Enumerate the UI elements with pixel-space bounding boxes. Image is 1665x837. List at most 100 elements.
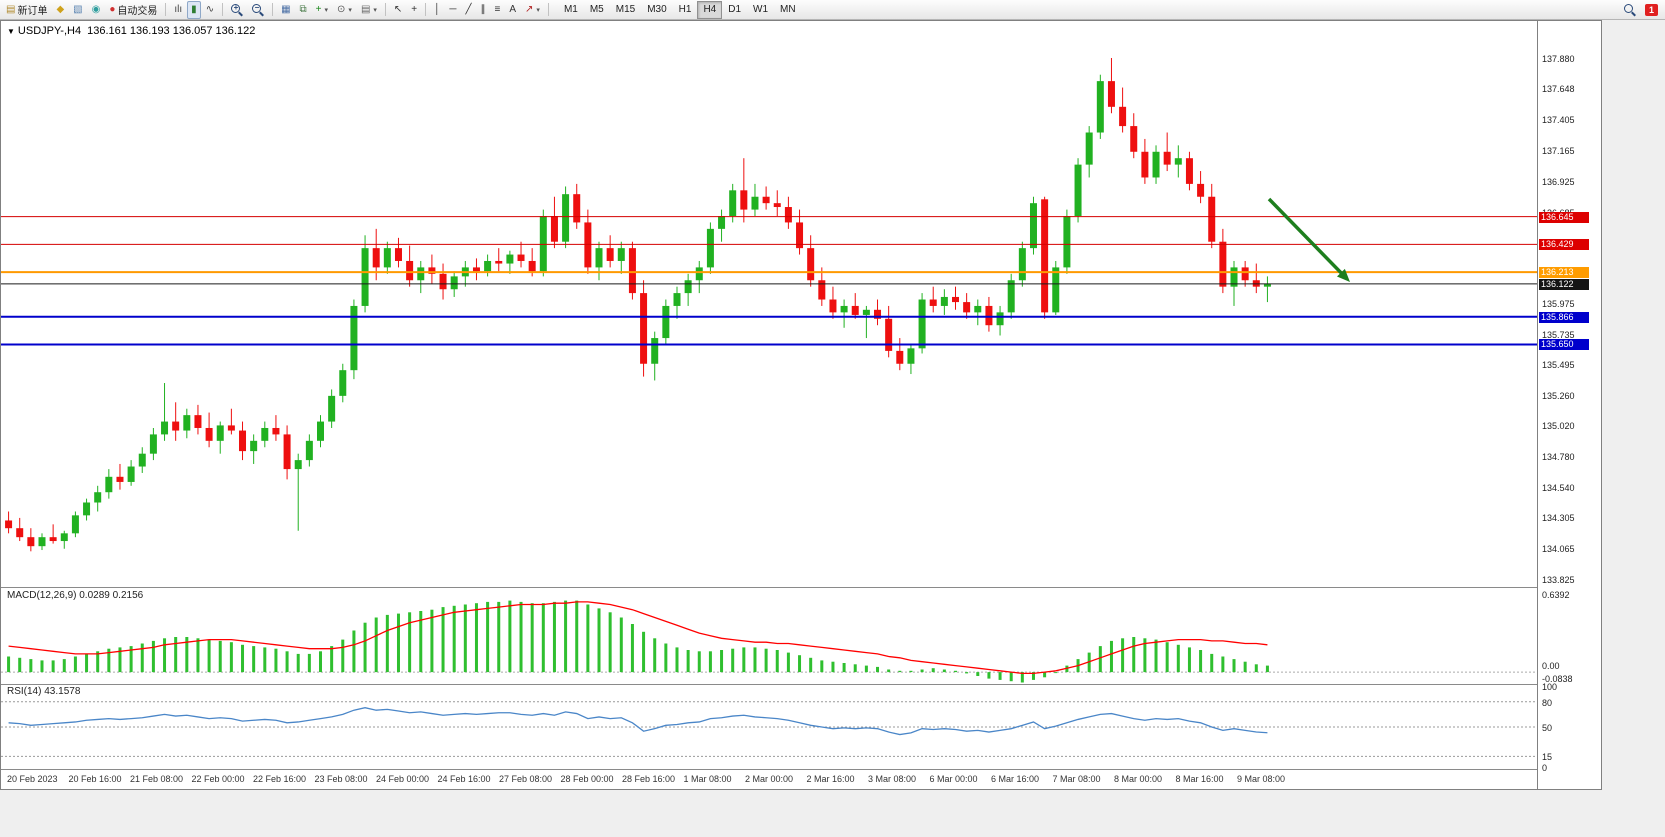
timeframe-toolbar: M1 M5 M15 M30 H1 H4 D1 W1 MN: [558, 0, 802, 19]
time-label: 8 Mar 16:00: [1175, 774, 1224, 784]
macd-canvas[interactable]: [1, 589, 1537, 683]
periods-icon: ⊙: [337, 3, 346, 15]
price-tick: 134.540: [1542, 483, 1575, 494]
rsi-panel-separator[interactable]: [1, 684, 1537, 685]
candlestick-chart-button[interactable]: ▮: [187, 0, 201, 19]
chart-title: ▼ USDJPY-,H4 136.161 136.193 136.057 136.1…: [7, 25, 255, 37]
price-tick: 134.305: [1542, 513, 1575, 524]
timeframe-m30-button[interactable]: M30: [647, 4, 667, 15]
zoom-out-button[interactable]: −: [248, 1, 268, 19]
dropdown-caret-icon: ▾: [348, 6, 352, 14]
price-tick: 137.880: [1542, 53, 1575, 64]
new-order-icon: ▤: [6, 3, 16, 15]
rsi-canvas[interactable]: [1, 685, 1537, 769]
timeframe-mn-button[interactable]: MN: [780, 4, 796, 15]
time-axis-separator: [1, 769, 1537, 770]
fibonacci-tool-button[interactable]: ≡: [491, 1, 505, 19]
notification-badge[interactable]: 1: [1644, 3, 1658, 16]
market-watch-icon-button[interactable]: ◆: [52, 1, 68, 19]
profiles-button[interactable]: ⧉: [296, 1, 311, 19]
chart-ohlc-values: 136.161 136.193 136.057 136.122: [87, 25, 256, 37]
price-tick: 135.020: [1542, 421, 1575, 432]
macd-scale-min: -0.0838: [1542, 674, 1573, 684]
timeframe-h1-button[interactable]: H1: [678, 4, 692, 15]
timeframe-m15-button[interactable]: M15: [615, 4, 636, 15]
dropdown-caret-icon: ▾: [536, 6, 540, 14]
timeframe-m1-button[interactable]: M1: [563, 4, 578, 15]
channel-tool-icon: ∥: [480, 3, 486, 15]
rsi-name: RSI(14): [7, 686, 42, 697]
chart-dropdown-icon[interactable]: ▼: [7, 27, 15, 36]
macd-values: 0.0289 0.2156: [79, 590, 144, 601]
rsi-label: RSI(14) 43.1578: [7, 686, 80, 697]
timeframe-d1-button[interactable]: D1: [728, 4, 742, 15]
time-label: 3 Mar 08:00: [868, 774, 917, 784]
zoom-in-button[interactable]: +: [227, 1, 247, 19]
terminal-icon-icon: ◉: [91, 3, 101, 15]
price-tick: 134.065: [1542, 544, 1575, 555]
time-label: 24 Feb 16:00: [437, 774, 491, 784]
bar-chart-icon: ılı: [174, 3, 183, 15]
trendline-tool-button[interactable]: ╱: [461, 1, 475, 19]
time-label: 24 Feb 00:00: [376, 774, 430, 784]
arrows-tool-button[interactable]: ↗ ▾: [521, 1, 544, 19]
macd-panel-separator[interactable]: [1, 587, 1537, 588]
bar-chart-button[interactable]: ılı: [170, 1, 186, 19]
price-tick: 135.735: [1542, 329, 1575, 340]
price-axis[interactable]: 137.880 137.648 137.405 137.165 136.925 136.6…: [1537, 21, 1601, 789]
price-level-badge: 136.122: [1539, 278, 1589, 290]
arrows-tool-icon: ↗: [525, 3, 534, 15]
timeframe-m5-button[interactable]: M5: [589, 4, 604, 15]
time-label: 2 Mar 16:00: [806, 774, 855, 784]
toolbar: ▤ 新订单 ◆ ▧ ◉ ● 自动交易 ılı ▮ ∿ + − ▦ ⧉ + ▾ ⊙ ▾ ▤ ▾ ↖ + │ ─ ╱ ∥ ≡ A ↗ ▾ M1…: [0, 0, 1665, 20]
time-axis[interactable]: 20 Feb 2023 20 Feb 16:00 21 Feb 08:00 22 Fe…: [1, 770, 1537, 789]
crosshair-tool-button[interactable]: +: [407, 1, 421, 19]
time-label: 20 Feb 16:00: [68, 774, 122, 784]
main-chart-canvas[interactable]: [1, 21, 1537, 586]
dropdown-caret-icon: ▾: [373, 6, 377, 14]
price-tick: 135.495: [1542, 360, 1575, 371]
cursor-tool-icon: ↖: [393, 3, 403, 15]
price-level-badge: 136.213: [1539, 267, 1589, 279]
terminal-icon-button[interactable]: ◉: [88, 1, 105, 19]
rsi-scale-tick: 0: [1542, 763, 1548, 773]
new-order-button[interactable]: ▤ 新订单: [2, 1, 51, 19]
search-button[interactable]: [1620, 1, 1640, 19]
templates-icon: ▤: [360, 3, 371, 15]
toolbar-left-group: ▤ 新订单 ◆ ▧ ◉ ● 自动交易 ılı ▮ ∿ + − ▦ ⧉ + ▾ ⊙ ▾ ▤ ▾ ↖ + │ ─ ╱ ∥ ≡ A ↗ ▾: [2, 0, 552, 19]
price-level-badge: 135.650: [1539, 339, 1589, 351]
price-level-badge: 136.645: [1539, 211, 1589, 223]
market-watch-icon-icon: ◆: [56, 3, 65, 15]
templates-button[interactable]: ▤ ▾: [357, 1, 381, 19]
text-tool-icon: A: [509, 3, 517, 15]
time-label: 9 Mar 08:00: [1237, 774, 1286, 784]
cursor-tool-button[interactable]: ↖: [390, 1, 406, 19]
timeframe-w1-button[interactable]: W1: [753, 4, 769, 15]
rsi-scale-tick: 15: [1542, 752, 1553, 763]
time-label: 2 Mar 00:00: [745, 774, 794, 784]
profiles-icon: ⧉: [299, 3, 307, 15]
text-tool-button[interactable]: A: [505, 1, 520, 19]
dropdown-caret-icon: ▾: [324, 6, 329, 14]
time-label: 23 Feb 08:00: [314, 774, 368, 784]
time-label: 20 Feb 2023: [7, 774, 58, 784]
time-label: 28 Feb 16:00: [622, 774, 676, 784]
timeframe-h4-button[interactable]: H4: [697, 0, 723, 19]
channel-tool-button[interactable]: ∥: [477, 1, 490, 19]
line-chart-icon: ∿: [205, 3, 215, 15]
toolbar-separator: [222, 3, 224, 16]
vertical-line-tool-button[interactable]: │: [430, 1, 444, 19]
auto-trading-button[interactable]: ● 自动交易: [105, 1, 161, 19]
line-chart-button[interactable]: ∿: [202, 1, 218, 19]
price-level-badge: 135.866: [1539, 311, 1589, 323]
horizontal-line-tool-button[interactable]: ─: [445, 1, 460, 19]
time-label: 6 Mar 00:00: [929, 774, 978, 784]
toolbar-separator: [547, 3, 549, 16]
periods-button[interactable]: ⊙ ▾: [333, 1, 356, 19]
add-indicator-button[interactable]: + ▾: [312, 1, 332, 19]
add-indicator-icon: +: [315, 3, 322, 15]
price-level-badge: 136.429: [1539, 239, 1589, 251]
navigator-icon-button[interactable]: ▧: [69, 1, 86, 19]
tile-windows-button[interactable]: ▦: [277, 1, 294, 19]
time-label: 21 Feb 08:00: [130, 774, 184, 784]
